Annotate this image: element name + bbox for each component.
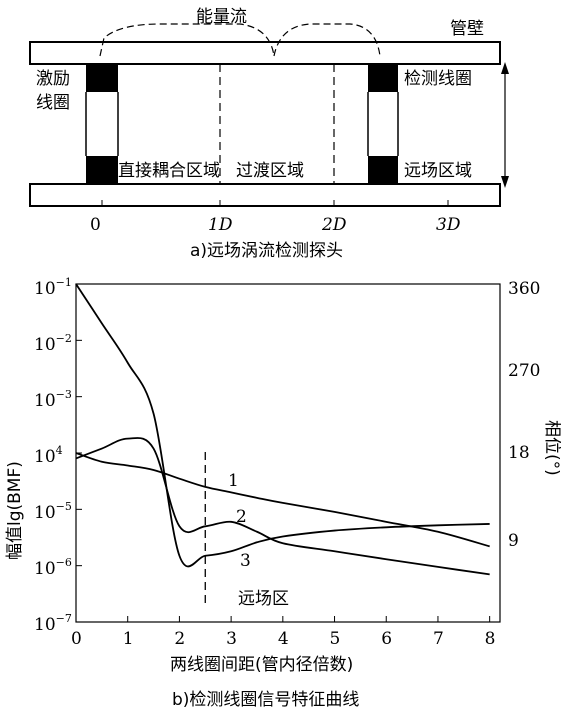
a-tick-2: 2D bbox=[321, 215, 347, 235]
x-tick-label: 5 bbox=[330, 629, 341, 649]
series-3-line bbox=[75, 283, 490, 568]
detect-coil-label: 检测线圈 bbox=[404, 69, 472, 89]
curve-label-2: 2 bbox=[236, 507, 247, 527]
series-2-line bbox=[75, 437, 490, 576]
right-axis-label: 相位(°) bbox=[542, 420, 561, 476]
detect-coil-top bbox=[368, 64, 398, 92]
pipe-wall-bottom bbox=[29, 183, 501, 207]
rtick-18: 18 bbox=[508, 443, 530, 463]
ytick-2: 10−2 bbox=[34, 332, 72, 355]
left-axis-label: 幅值lg(BMF) bbox=[5, 461, 25, 560]
ytick-1: 10−1 bbox=[34, 276, 72, 299]
a-tick-3: 3D bbox=[436, 215, 461, 235]
curve-label-1: 1 bbox=[228, 471, 239, 491]
x-tick-label: 3 bbox=[226, 629, 237, 649]
ytick-7: 10−7 bbox=[34, 612, 72, 635]
excite-coil-bottom bbox=[86, 156, 118, 184]
rtick-360: 360 bbox=[508, 279, 540, 299]
x-tick-label: 2 bbox=[174, 629, 185, 649]
energy-flow-label: 能量流 bbox=[196, 7, 247, 27]
ytick-4: 104 bbox=[34, 444, 63, 467]
x-axis-label: 两线圈间距(管内径倍数) bbox=[170, 655, 353, 675]
a-tick-1: 1D bbox=[208, 215, 233, 235]
direct-zone-label: 直接耦合区域 bbox=[118, 161, 220, 181]
a-tick-0: 0 bbox=[90, 215, 101, 235]
caption-b: b)检测线圈信号特征曲线 bbox=[172, 690, 359, 710]
transition-zone-label: 过渡区域 bbox=[236, 161, 304, 181]
pipe-wall-label: 管壁 bbox=[450, 19, 484, 39]
far-field-label: 远场区 bbox=[238, 589, 289, 609]
signal-chart: 0 1 2 3 4 5 6 7 8 10−1 10−2 10−3 104 10−5 10−6 1… bbox=[5, 276, 561, 710]
x-tick-label: 7 bbox=[433, 629, 444, 649]
x-tick-label: 6 bbox=[381, 629, 392, 649]
caption-a: a)远场涡流检测探头 bbox=[190, 241, 343, 261]
x-tick-label: 8 bbox=[485, 629, 496, 649]
plot-frame bbox=[75, 283, 501, 623]
ytick-3: 10−3 bbox=[34, 388, 72, 411]
x-tick-label: 4 bbox=[278, 629, 289, 649]
excite-coil-top bbox=[86, 64, 118, 92]
x-tick-label: 1 bbox=[123, 629, 134, 649]
curve-label-3: 3 bbox=[240, 551, 251, 571]
rtick-270: 270 bbox=[508, 361, 540, 381]
rtick-9: 9 bbox=[508, 531, 519, 551]
series-1-line bbox=[75, 452, 490, 548]
x-tick-label: 0 bbox=[71, 629, 82, 649]
energy-flow-path-2 bbox=[273, 23, 381, 57]
ytick-5: 10−5 bbox=[34, 500, 72, 523]
excite-coil-label-1: 激励 bbox=[36, 69, 70, 89]
excite-coil-label-2: 线圈 bbox=[36, 93, 70, 113]
probe-diagram: 能量流 管壁 激励 线圈 检测线圈 直接耦合区域 过渡区域 远场区域 0 1D … bbox=[29, 7, 509, 261]
energy-flow-path-1 bbox=[99, 23, 275, 57]
pipe-wall-top bbox=[29, 41, 501, 65]
far-zone-label: 远场区域 bbox=[404, 161, 472, 181]
ytick-6: 10−6 bbox=[34, 556, 72, 579]
detect-coil-bottom bbox=[368, 156, 398, 184]
